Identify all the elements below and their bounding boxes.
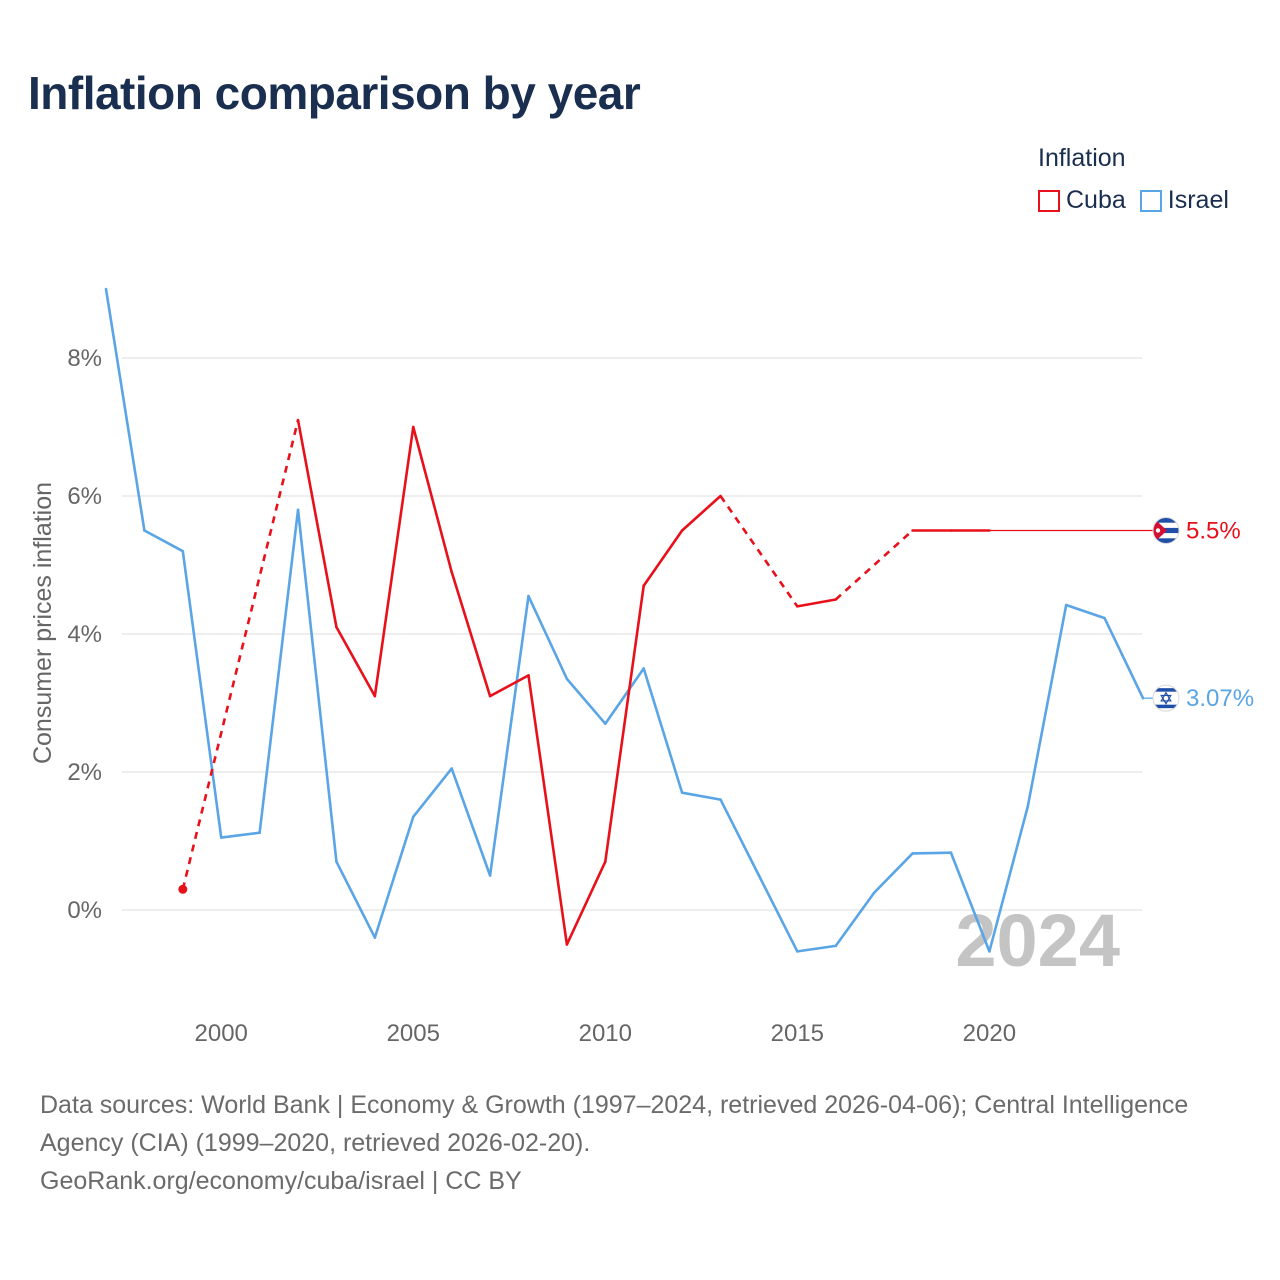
year-watermark: 2024: [955, 899, 1120, 982]
israel-line-segment: [565, 677, 607, 726]
legend-item-israel[interactable]: Israel: [1139, 186, 1229, 215]
x-tick-label: 2010: [579, 1020, 632, 1047]
cuba-line-segment: [373, 425, 415, 698]
israel-line-segment: [411, 767, 453, 819]
chart-title: Inflation comparison by year: [28, 67, 641, 119]
israel-line-segment: [219, 831, 261, 839]
cuba-line-segment: [565, 860, 607, 946]
georank-link[interactable]: GeoRank.org/economy/cuba/israel | CC BY: [40, 1167, 522, 1195]
israel-line-segment: [1103, 616, 1145, 700]
israel-line-segment: [450, 767, 492, 877]
israel-line-segment: [527, 594, 569, 681]
y-tick-labels: 0% 2% 4% 6% 8%: [67, 345, 102, 924]
legend-swatch-cuba: [1038, 189, 1060, 212]
grid-layer: [122, 357, 1142, 911]
cuba-line-segment: [411, 425, 453, 574]
cuba-line-segment: [296, 418, 338, 629]
legend: Cuba Israel: [1038, 186, 1229, 215]
cuba-line-segment: [603, 584, 646, 864]
israel-line-segment: [143, 529, 185, 553]
israel-line-segment: [872, 852, 914, 895]
y-tick-label: 6%: [67, 483, 102, 510]
israel-line-segment: [949, 851, 991, 953]
x-tick-labels: 2000 2005 2010 2015 2020: [195, 1020, 1017, 1047]
y-tick-label: 8%: [67, 345, 102, 372]
legend-swatch-israel: [1139, 189, 1162, 212]
x-tick-label: 2015: [771, 1020, 824, 1047]
cuba-end-value-label: 5.5%: [1186, 518, 1241, 545]
israel-end-value-label: 3.07%: [1186, 685, 1254, 712]
israel-line-segment: [642, 667, 684, 795]
data-sources: Data sources: World Bank | Economy & Gro…: [40, 1086, 1250, 1200]
legend-label-cuba: Cuba: [1066, 186, 1126, 214]
line-chart: 0% 2% 4% 6% 8% 2000 2005 2010 2015 2020 Consumer…: [29, 287, 1254, 1047]
legend-item-cuba[interactable]: Cuba: [1038, 186, 1126, 215]
israel-line-segment: [1064, 603, 1106, 620]
israel-line-segment: [488, 594, 530, 877]
israel-line-segment: [757, 874, 799, 953]
cuba-line-segment: [719, 495, 799, 608]
israel-line-segment: [719, 798, 761, 877]
series-layer: [104, 287, 1145, 953]
israel-line-segment: [603, 667, 646, 726]
cuba-line-segment: [796, 598, 838, 608]
cuba-point-marker: [178, 884, 188, 894]
legend-title: Inflation: [1038, 144, 1126, 172]
cuba-line-segment: [680, 494, 722, 532]
israel-line-segment: [258, 508, 300, 835]
y-axis-title: Consumer prices inflation: [29, 482, 57, 764]
israel-line-segment: [373, 815, 415, 939]
israel-line-segment: [796, 944, 838, 953]
israel-line-segment: [296, 508, 338, 864]
cuba-line-segment: [450, 570, 492, 698]
israel-line-segment: [1026, 603, 1068, 808]
x-tick-label: 2000: [195, 1020, 248, 1047]
israel-line-segment: [680, 791, 722, 801]
cuba-line-segment: [527, 674, 569, 946]
cuba-line-segment: [181, 419, 300, 890]
y-tick-label: 4%: [67, 621, 102, 648]
cuba-line-segment: [335, 625, 377, 698]
cuba-line-segment: [834, 529, 914, 601]
cuba-line-segment: [488, 674, 530, 698]
israel-line-segment: [335, 860, 377, 939]
end-labels: 5.5% 3.07%: [989, 517, 1254, 712]
x-tick-label: 2020: [963, 1020, 1016, 1047]
legend-label-israel: Israel: [1167, 186, 1229, 214]
israel-line-segment: [834, 891, 876, 948]
israel-line-segment: [911, 851, 953, 855]
cuba-line-segment: [642, 529, 684, 588]
sources-text: Data sources: World Bank | Economy & Gro…: [40, 1091, 1189, 1157]
y-tick-label: 0%: [67, 897, 102, 924]
x-tick-label: 2005: [387, 1020, 440, 1047]
israel-line-segment: [988, 805, 1030, 953]
israel-line-segment: [181, 549, 223, 839]
israel-flag-icon: [1152, 684, 1180, 712]
israel-line-segment: [104, 287, 146, 532]
y-tick-label: 2%: [67, 759, 102, 786]
cuba-flag-icon: [1152, 517, 1180, 544]
